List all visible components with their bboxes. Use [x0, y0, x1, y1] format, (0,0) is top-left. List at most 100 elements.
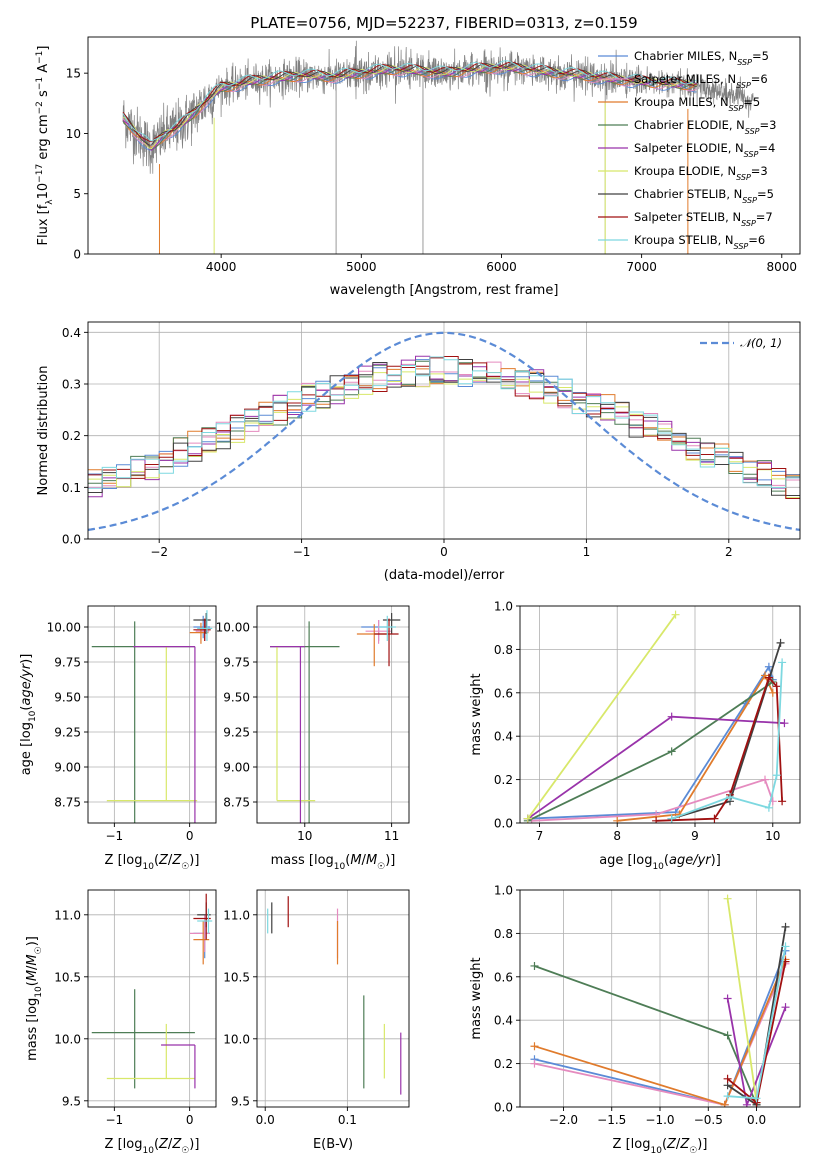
label-part: ( — [25, 981, 40, 986]
plus-marker — [667, 712, 676, 721]
x-tick-label: −0.5 — [694, 1113, 723, 1127]
y-tick-label: 11.0 — [223, 908, 250, 922]
plus-marker — [720, 1100, 729, 1107]
plus-marker — [523, 814, 532, 823]
point-salpeter-stelib — [193, 893, 211, 940]
label-part: ( — [19, 706, 34, 711]
series-line — [534, 965, 758, 1106]
plus-marker — [530, 1042, 539, 1051]
label-part: SSP — [734, 242, 749, 251]
legend-entry-salpeter-elodie: Salpeter ELODIE, NSSP=4 — [634, 141, 775, 159]
y-axis-label: mass weight — [469, 673, 484, 755]
x-tick-label: −1.0 — [645, 1113, 674, 1127]
label-part: )] — [189, 1137, 199, 1152]
legend-entry-kroupa-miles: Kroupa MILES, NSSP=5 — [634, 95, 760, 113]
series-chabrier-elodie — [523, 677, 777, 823]
panel-mass-vs-ebv: 0.0 0.1 9.5 10.0 10.5 11.0 E(B-V) — [223, 889, 410, 1152]
y-tick-label: 1.0 — [494, 884, 513, 898]
label-part: =3 — [751, 164, 768, 178]
plus-marker — [671, 610, 680, 619]
y-tick-label: 0.8 — [494, 643, 513, 657]
label-part: )] — [697, 1137, 707, 1152]
point-salpeter-elodie — [133, 645, 196, 823]
label-part: −2 — [35, 101, 45, 114]
plus-marker — [723, 1092, 732, 1101]
panel-residuals: −2 −1 0 1 2 0.0 0.1 0.2 0.3 0.4 (data-model)/error… — [36, 321, 801, 583]
x-tick-label: 0 — [186, 829, 194, 843]
plus-marker — [781, 942, 790, 951]
plus-marker — [778, 658, 787, 667]
y-tick-label: 0 — [73, 248, 81, 262]
label-part: 10 — [334, 862, 346, 872]
y-tick-label: 8.75 — [223, 796, 250, 810]
label-part: SSP — [737, 58, 752, 67]
label-part: 10 — [34, 986, 44, 998]
y-tick-label: 0.3 — [62, 378, 81, 392]
plus-marker — [726, 792, 734, 801]
point-kroupa-miles — [356, 624, 388, 667]
label-part: Z — [679, 1137, 690, 1152]
y-tick-label: 9.25 — [54, 726, 81, 740]
y-tick-label: 10.00 — [216, 621, 250, 635]
y-tick-label: 10 — [66, 127, 81, 141]
label-part: 10 — [28, 710, 38, 722]
y-tick-label: 0.6 — [494, 686, 513, 700]
label-part: ( — [154, 853, 159, 868]
label-part: Z [log — [105, 1137, 143, 1152]
series-line — [656, 675, 783, 822]
point-salpeter-miles — [189, 914, 210, 952]
y-tick-label: 9.50 — [223, 691, 250, 705]
plus-marker — [530, 1059, 539, 1068]
plot-area — [530, 894, 790, 1107]
point-chabrier-elodie — [91, 989, 195, 1089]
y-tick-label: 1.0 — [494, 600, 513, 614]
plus-marker — [742, 1100, 751, 1107]
label-part: SSP — [744, 150, 759, 159]
point-kroupa-elodie — [106, 646, 198, 802]
legend-entry-salpeter-stelib: Salpeter STELIB, NSSP=7 — [634, 210, 773, 228]
plus-marker — [781, 922, 790, 931]
label-part: )] — [19, 654, 34, 664]
point-kroupa-elodie — [276, 646, 316, 802]
label-part: age [log — [599, 853, 652, 868]
legend-entry-chabrier-miles: Chabrier MILES, NSSP=5 — [634, 49, 769, 67]
axes-frame — [87, 605, 217, 824]
label-part: Salpeter MILES, N — [634, 72, 736, 86]
label-part: mass [log — [271, 853, 334, 868]
model-kroupa-stelib — [122, 60, 697, 142]
x-axis-label: Z [log10(Z/Z☉)] — [105, 1137, 200, 1156]
legend-entry-kroupa-stelib: Kroupa STELIB, NSSP=6 — [634, 233, 765, 251]
label-part: SSP — [745, 127, 760, 136]
x-axis-label: Z [log10(Z/Z☉)] — [613, 1137, 708, 1156]
x-tick-label: 5000 — [346, 260, 377, 274]
plus-marker — [764, 662, 773, 671]
label-part: A — [36, 64, 51, 77]
model-chabrier-miles — [122, 68, 697, 151]
x-axis-label: Z [log10(Z/Z☉)] — [105, 853, 200, 872]
series-salpeter-stelib — [652, 673, 787, 823]
label-part: =6 — [748, 233, 765, 247]
label-part: Kroupa MILES, N — [634, 95, 729, 109]
y-tick-label: 0.0 — [62, 533, 81, 547]
label-part: −1 — [35, 77, 45, 90]
x-tick-label: 1 — [583, 545, 591, 559]
plus-marker — [667, 747, 676, 756]
series-salpeter-elodie — [523, 712, 789, 823]
axes-frame — [87, 36, 801, 255]
label-part: Z — [158, 853, 169, 868]
x-tick-label: 2 — [725, 545, 733, 559]
label-part: ( — [664, 853, 669, 868]
label-part: Kroupa ELODIE, N — [634, 164, 736, 178]
plot-area — [91, 893, 213, 1089]
label-part: M — [25, 954, 40, 965]
x-axis-label: E(B-V) — [313, 1137, 353, 1152]
plus-marker — [710, 814, 719, 823]
label-part: 10 — [652, 862, 664, 872]
label-part: age/yr — [19, 662, 34, 705]
panel-mass-vs-z: −1 09.510.010.511.0Z [log10(Z/Z☉)]mass [l… — [25, 889, 217, 1156]
point-kroupa-stelib — [378, 615, 396, 641]
panel-spectrum: 4000 5000 6000 7000 8000 0 5 10 15 PLATE=0756, MJ… — [35, 14, 801, 298]
plus-marker — [530, 961, 539, 970]
hist-kroupa-elodie — [88, 371, 800, 499]
